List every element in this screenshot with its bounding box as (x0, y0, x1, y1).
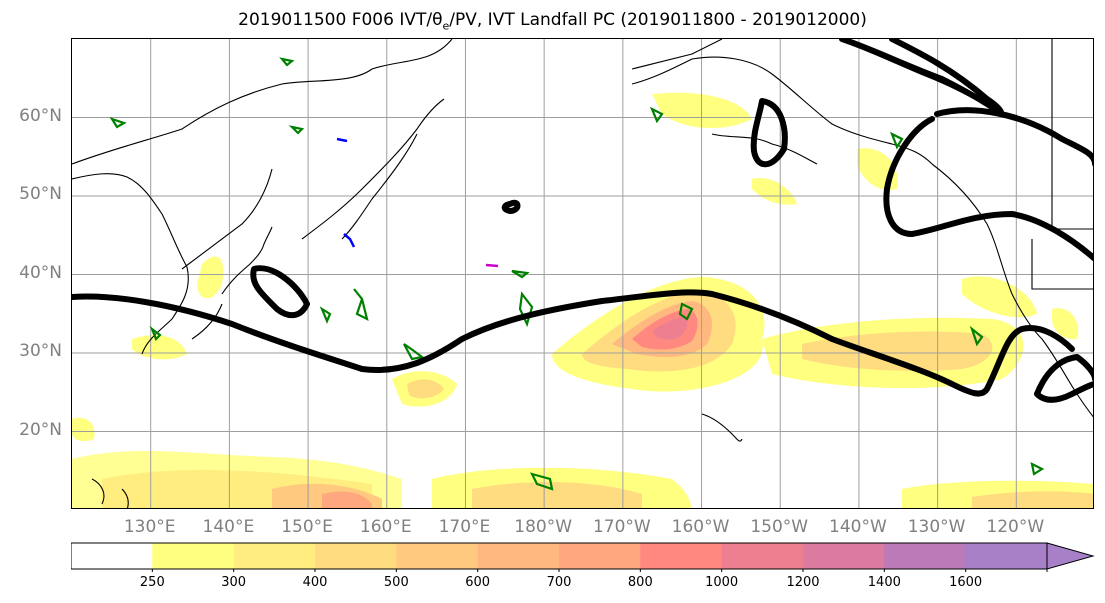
colorbar-segment (965, 543, 1048, 569)
map-canvas (72, 39, 1093, 508)
lon-label: 160°E (359, 517, 412, 537)
colorbar-tick: 1000 (705, 575, 739, 590)
lat-label: 50°N (19, 184, 62, 204)
lon-label: 170°E (438, 517, 491, 537)
ivt-landfall-pc-contours (72, 39, 1093, 403)
lat-label: 60°N (19, 105, 62, 126)
colorbar-tick: 800 (627, 575, 653, 590)
colorbar-segment (721, 543, 804, 569)
ivt-filled-contours (72, 92, 1093, 508)
lon-label: 140°W (829, 517, 887, 537)
colorbar-tick: 300 (221, 575, 247, 590)
colorbar-segment (477, 543, 560, 569)
lon-label: 170°W (592, 517, 651, 537)
colorbar-tick: 500 (383, 575, 409, 590)
colorbar-segment (396, 543, 479, 569)
colorbar-tick: 250 (139, 575, 165, 590)
ivt-colorbar (71, 542, 1095, 572)
lon-label: 140°E (202, 517, 255, 537)
colorbar-segment (559, 543, 641, 569)
lat-label: 30°N (19, 341, 62, 361)
coastlines (72, 39, 1093, 508)
colorbar-tick: 700 (546, 575, 572, 590)
theta-e-contours (109, 57, 1045, 491)
colorbar-extend-arrow (1046, 542, 1095, 570)
colorbar-segment (315, 543, 397, 569)
colorbar-segment (233, 543, 316, 569)
colorbar-segment (152, 543, 235, 569)
map-gridlines (72, 39, 1093, 508)
colorbar-tick: 1400 (867, 575, 901, 590)
colorbar-tick: 400 (302, 575, 328, 590)
lon-label: 130°W (907, 517, 966, 537)
lon-label: 180°W (514, 517, 573, 537)
lat-label: 20°N (19, 419, 62, 440)
colorbar-segment (803, 543, 885, 569)
colorbar-segment (71, 543, 153, 569)
lon-label: 150°W (750, 517, 809, 537)
lon-label: 160°W (671, 517, 730, 537)
colorbar-tick: 1600 (949, 575, 983, 590)
pv-contours (336, 137, 499, 268)
lon-label: 120°W (986, 517, 1045, 537)
colorbar-segment (884, 543, 967, 569)
colorbar-tick: 1200 (786, 575, 820, 590)
figure-title: 2019011500 F006 IVT/θe/PV, IVT Landfall … (238, 10, 867, 33)
map-panel[interactable] (71, 38, 1094, 509)
colorbar-segment (640, 543, 723, 569)
colorbar-tick: 600 (465, 575, 491, 590)
lat-label: 40°N (19, 262, 62, 283)
lon-label: 150°E (281, 517, 333, 537)
lon-label: 130°E (123, 517, 176, 537)
